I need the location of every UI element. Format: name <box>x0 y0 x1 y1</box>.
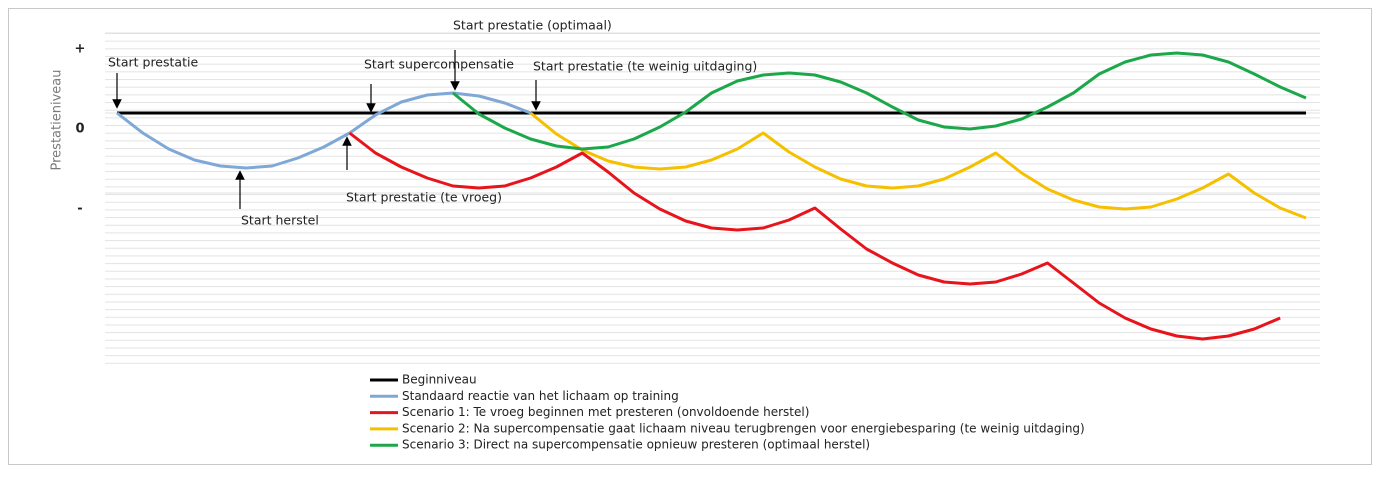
annotation: Start herstel <box>241 213 319 228</box>
legend-label: Scenario 1: Te vroeg beginnen met preste… <box>402 405 809 419</box>
annotation: Start prestatie (optimaal) <box>453 18 612 33</box>
legend-label: Scenario 3: Direct na supercompensatie o… <box>402 438 870 452</box>
legend-label: Scenario 2: Na supercompensatie gaat lic… <box>402 421 1085 435</box>
y-tick-label: 0 <box>75 122 84 137</box>
annotation: Start prestatie (te vroeg) <box>346 190 502 205</box>
y-tick-label: - <box>77 202 82 217</box>
annotation: Start prestatie <box>108 55 198 70</box>
y-tick-label: + <box>75 42 86 57</box>
series-line <box>529 111 1307 220</box>
series-line <box>452 51 1307 151</box>
y-axis-title: Prestatieniveau <box>50 70 65 171</box>
annotation: Start prestatie (te weinig uitdaging) <box>533 59 757 74</box>
series-line <box>348 131 1281 341</box>
series-line <box>116 91 532 170</box>
minor-grid <box>105 33 1320 364</box>
annotation: Start supercompensatie <box>364 57 514 72</box>
legend-label: Standaard reactie van het lichaam op tra… <box>402 389 679 403</box>
legend-label: Beginniveau <box>402 373 477 387</box>
